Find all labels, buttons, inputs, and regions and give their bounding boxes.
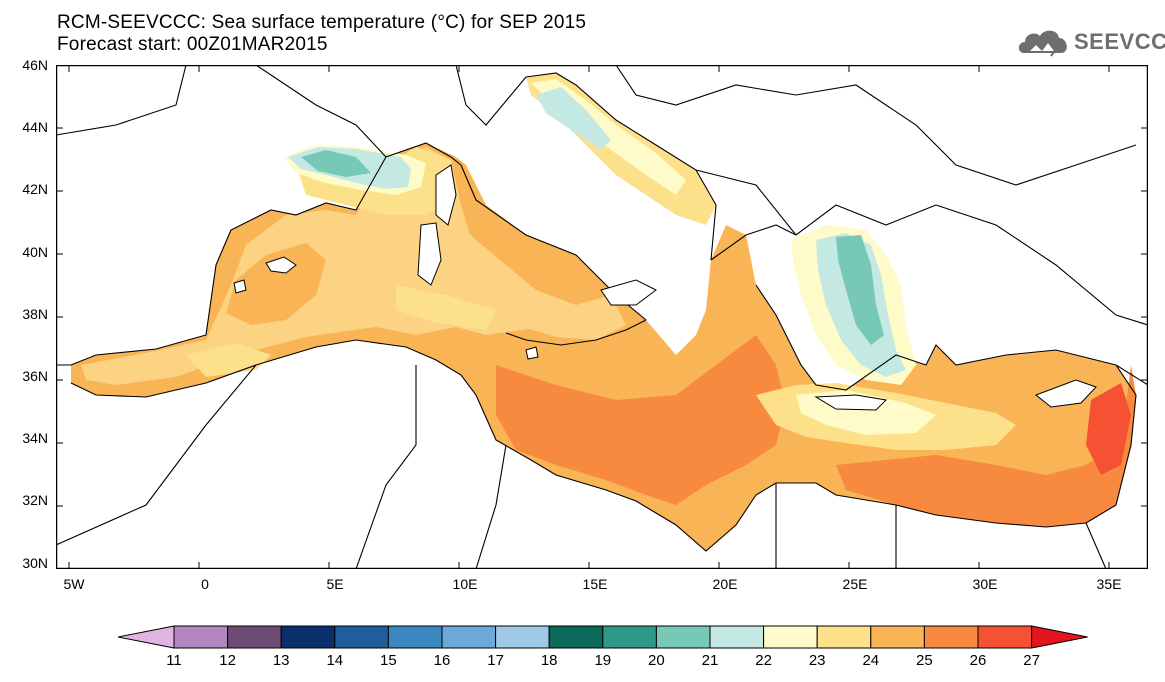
- seevccc-logo: SEEVCCC: [1016, 25, 1165, 59]
- colorbar-cell: [227, 625, 282, 649]
- colorbar-label: 24: [862, 652, 880, 669]
- lon-label: 5E: [326, 576, 344, 592]
- colorbar-label: 23: [808, 652, 826, 669]
- lat-label: 44N: [22, 119, 48, 135]
- central-warm: [496, 335, 1136, 527]
- colorbar-label: 26: [969, 652, 987, 669]
- colorbar-label: 18: [540, 652, 558, 669]
- colorbar-cell: [334, 625, 389, 649]
- colorbar-label: 11: [166, 652, 182, 669]
- logo-text: SEEVCCC: [1074, 29, 1165, 54]
- colorbar-cell: [495, 625, 550, 649]
- colorbar-arrow-left: [118, 625, 175, 649]
- colorbar-label: 21: [701, 652, 719, 669]
- colorbar-label: 14: [326, 652, 344, 669]
- adriatic-cool: [526, 73, 716, 225]
- lat-label: 38N: [22, 306, 48, 322]
- lat-label: 34N: [22, 430, 48, 446]
- lat-label: 42N: [22, 181, 48, 197]
- title-line-2: Forecast start: 00Z01MAR2015: [57, 34, 328, 55]
- lat-label: 46N: [22, 57, 48, 73]
- lon-label: 15E: [582, 576, 608, 592]
- cloud-icon: [1018, 30, 1067, 57]
- gulf-of-lion-cold: [284, 145, 426, 195]
- lon-label: 35E: [1096, 576, 1122, 592]
- colorbar-arrow-right: [1031, 625, 1088, 649]
- sst-map: [56, 65, 1148, 569]
- lon-label: 25E: [842, 576, 868, 592]
- colorbar-cell: [173, 625, 229, 649]
- colorbar-cell: [709, 625, 765, 649]
- colorbar-cell: [387, 625, 443, 649]
- title-line-1: RCM-SEEVCCC: Sea surface temperature (°C…: [57, 12, 587, 33]
- colorbar-label: 27: [1023, 652, 1040, 669]
- colorbar-label: 12: [219, 652, 236, 669]
- colorbar-cell: [548, 625, 604, 649]
- colorbar-label: 16: [433, 652, 451, 669]
- balearic-warm: [186, 243, 326, 377]
- lon-label: 10E: [452, 576, 478, 592]
- lat-label: 32N: [22, 492, 48, 508]
- colorbar-cell: [977, 625, 1033, 649]
- colorbar-label: 20: [648, 652, 665, 669]
- colorbar-cell: [870, 625, 925, 649]
- colorbar-label: 19: [594, 652, 612, 669]
- lon-label: 30E: [972, 576, 998, 592]
- colorbar-cell: [441, 625, 497, 649]
- lon-label: 20E: [712, 576, 738, 592]
- lat-label: 40N: [22, 244, 48, 260]
- colorbar-label: 22: [755, 652, 772, 669]
- colorbar-label: 15: [380, 652, 397, 669]
- colorbar-cell: [655, 625, 711, 649]
- colorbar-cell: [816, 625, 872, 649]
- colorbar-cell: [280, 625, 336, 649]
- axis-ticks: [56, 65, 1148, 569]
- colorbar-label: 17: [487, 652, 504, 669]
- colorbar-cell: [923, 625, 979, 649]
- lat-label: 30N: [22, 555, 48, 571]
- lon-label: 5W: [63, 576, 85, 592]
- tyrrhenian-light: [396, 215, 626, 340]
- aegean-cold: [791, 225, 916, 385]
- colorbar-cell: [763, 625, 818, 649]
- colorbar-cell: [602, 625, 657, 649]
- colorbar-label: 13: [272, 652, 290, 669]
- islands: [233, 164, 1097, 411]
- colorbar-label: 25: [916, 652, 933, 669]
- colorbar: [118, 625, 1088, 649]
- lon-label: 0: [201, 576, 209, 592]
- lat-label: 36N: [22, 368, 48, 384]
